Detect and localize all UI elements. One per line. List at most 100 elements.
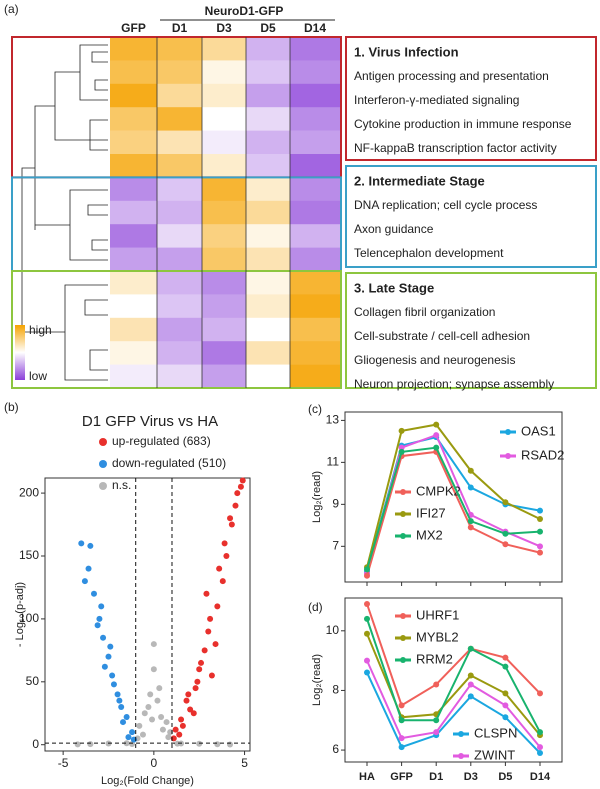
y-tick-label: 150 [19, 548, 39, 562]
term: Collagen fibril organization [354, 305, 495, 319]
heatmap-cell [290, 177, 340, 202]
line [366, 618, 541, 733]
heatmap-cell [157, 177, 202, 202]
point [219, 578, 226, 585]
point [172, 726, 179, 733]
y-tick-label: 0 [32, 737, 39, 751]
term-box [345, 165, 597, 268]
heatmap-cell [290, 107, 340, 131]
point [190, 710, 197, 717]
point [156, 685, 163, 692]
y-tick-label: 100 [19, 611, 39, 625]
panel-label: (d) [308, 600, 323, 614]
dendrogram [21, 44, 108, 381]
point [227, 515, 234, 522]
line-point [398, 735, 405, 742]
line-point [433, 717, 440, 724]
heatmap-cell [246, 60, 290, 85]
heatmap-cell [157, 224, 202, 248]
term: DNA replication; cell cycle process [354, 198, 537, 212]
legend-swatch [99, 482, 107, 490]
heatmap-cell [290, 200, 340, 225]
point [154, 697, 161, 704]
point [237, 483, 244, 490]
term: Gliogenesis and neurogenesis [354, 353, 515, 367]
heatmap-cell [246, 154, 290, 178]
column-label: GFP [121, 21, 146, 35]
line-point [502, 690, 509, 697]
line-point [537, 516, 543, 523]
x-tick-label: GFP [390, 771, 413, 783]
heatmap-cell [157, 37, 202, 61]
line-point [467, 484, 474, 491]
term: Axon guidance [354, 222, 434, 236]
heatmap-cell [246, 130, 290, 155]
point [100, 634, 107, 641]
heatmap-cell [202, 83, 246, 108]
line-point [537, 750, 543, 757]
line-point [502, 714, 509, 721]
point [96, 615, 103, 622]
heatmap-legend-gradient [15, 325, 25, 380]
heatmap-cell [110, 271, 157, 295]
point [228, 521, 235, 528]
heatmap-cell [110, 317, 157, 342]
line-point [398, 427, 405, 434]
legend-label: RSAD2 [521, 447, 564, 462]
chart-title: D1 GFP Virus vs HA [82, 413, 218, 430]
point [87, 741, 94, 748]
heatmap-cell [290, 247, 340, 272]
line-point [433, 444, 440, 451]
x-tick-label: D3 [464, 771, 478, 783]
point [208, 672, 215, 679]
y-axis-label: - Log₁₀(p-adj) [14, 582, 26, 647]
line-point [502, 702, 509, 709]
heatmap-cell [110, 177, 157, 202]
line-point [537, 543, 543, 550]
line-point [467, 681, 474, 688]
line-point [537, 528, 543, 535]
line-point [537, 729, 543, 736]
term: Antigen processing and presentation [354, 69, 549, 83]
term: Cytokine production in immune response [354, 117, 572, 131]
heatmap-cell [110, 341, 157, 365]
legend-label: MX2 [416, 527, 443, 542]
line-point [364, 669, 370, 676]
heatmap-cell [157, 247, 202, 272]
column-label: D5 [260, 21, 276, 35]
line-point [398, 717, 405, 724]
point [120, 719, 127, 726]
heatmap-cell [246, 224, 290, 248]
point [221, 540, 228, 547]
point [118, 703, 125, 710]
point [129, 729, 136, 736]
heatmap-cell [157, 83, 202, 108]
heatmap-cell [290, 317, 340, 342]
heatmap-cell [202, 341, 246, 365]
term-box [345, 272, 597, 389]
legend-low: low [29, 369, 47, 383]
heatmap-cell [202, 200, 246, 225]
point [139, 731, 146, 738]
term-title: 1. Virus Infection [354, 44, 459, 59]
point [214, 741, 221, 748]
y-tick-label: 9 [332, 497, 339, 511]
line-point [433, 729, 440, 736]
point [125, 734, 132, 741]
y-tick-label: 10 [326, 623, 340, 637]
x-tick-label: D1 [429, 771, 443, 783]
legend-swatch-dot [458, 753, 464, 759]
y-tick-label: 13 [326, 413, 340, 427]
line-point [502, 499, 509, 506]
line [366, 423, 541, 568]
point [150, 641, 157, 648]
column-label: D3 [216, 21, 232, 35]
line-point [537, 549, 543, 556]
heatmap-cell [202, 364, 246, 389]
point [163, 719, 170, 726]
heatmap-cell [290, 154, 340, 178]
heatmap-cell [290, 83, 340, 108]
heatmap-cell [157, 60, 202, 85]
point [114, 691, 121, 698]
heatmap-cell [290, 37, 340, 61]
